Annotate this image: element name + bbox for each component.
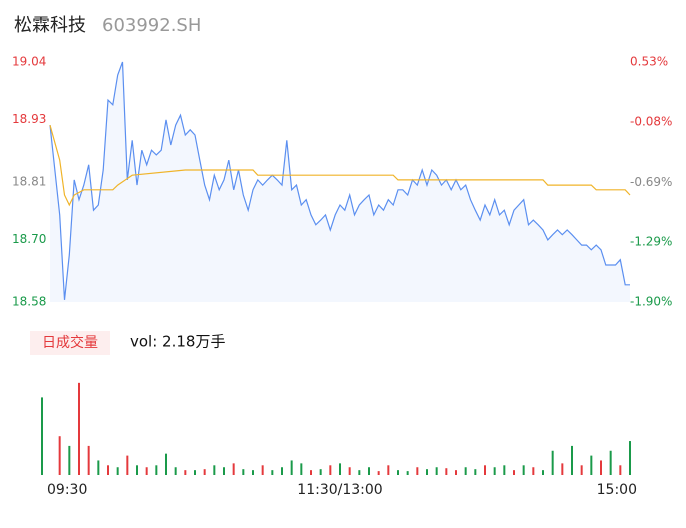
volume-bar bbox=[213, 465, 216, 475]
y2-tick-label: -0.69% bbox=[630, 175, 672, 189]
average-line bbox=[49, 124, 631, 207]
volume-bar bbox=[416, 467, 419, 475]
volume-bar bbox=[397, 470, 399, 475]
x-tick-label: 11:30/13:00 bbox=[297, 482, 382, 498]
volume-bar bbox=[513, 470, 515, 475]
volume-bar bbox=[551, 450, 554, 475]
volume-bar bbox=[609, 450, 612, 475]
volume-bar bbox=[493, 467, 496, 475]
x-tick-label: 09:30 bbox=[47, 482, 87, 498]
volume-bar bbox=[406, 471, 409, 475]
volume-bar bbox=[87, 445, 90, 475]
volume-bar bbox=[503, 465, 506, 475]
stock-name: 松霖科技 bbox=[14, 15, 86, 36]
y2-tick-label: -0.08% bbox=[630, 115, 672, 129]
volume-bar bbox=[58, 436, 61, 475]
y2-tick-label: 0.53% bbox=[630, 55, 668, 69]
volume-bar bbox=[329, 465, 332, 475]
volume-bar bbox=[155, 465, 158, 475]
volume-bar bbox=[629, 441, 631, 475]
volume-bar bbox=[522, 465, 525, 475]
volume-bar bbox=[107, 465, 109, 475]
volume-bar bbox=[242, 469, 245, 475]
volume-bar bbox=[377, 471, 380, 475]
y-tick-label: 18.81 bbox=[12, 175, 46, 189]
volume-bar bbox=[571, 445, 573, 475]
volume-bar bbox=[600, 460, 602, 475]
volume-bar bbox=[78, 382, 80, 475]
volume-bar bbox=[41, 397, 43, 475]
volume-bar bbox=[310, 470, 312, 475]
volume-bar bbox=[232, 463, 235, 475]
volume-bar bbox=[358, 470, 361, 475]
x-tick-label: 15:00 bbox=[597, 482, 637, 498]
volume-bar bbox=[271, 470, 274, 475]
volume-bar bbox=[184, 470, 187, 475]
volume-bar bbox=[445, 468, 448, 475]
volume-bar bbox=[252, 470, 254, 475]
volume-bar bbox=[474, 469, 477, 475]
volume-bar bbox=[455, 470, 457, 475]
volume-bar bbox=[368, 467, 370, 475]
volume-bar bbox=[590, 455, 593, 475]
volume-bar bbox=[561, 463, 564, 475]
y2-tick-label: -1.29% bbox=[630, 234, 672, 248]
volume-bar bbox=[348, 467, 351, 475]
volume-bar bbox=[532, 467, 535, 475]
price-area bbox=[50, 62, 630, 302]
volume-bar bbox=[339, 463, 341, 475]
volume-summary: vol: 2.18万手 bbox=[130, 333, 225, 351]
volume-bar bbox=[194, 470, 196, 475]
y-tick-label: 18.58 bbox=[12, 295, 46, 309]
volume-bar bbox=[319, 469, 322, 475]
volume-bar bbox=[484, 465, 486, 475]
volume-bar bbox=[542, 470, 544, 475]
y-tick-label: 18.93 bbox=[12, 112, 46, 126]
price-line bbox=[49, 61, 630, 300]
volume-bar bbox=[435, 467, 438, 475]
volume-bar bbox=[165, 453, 167, 475]
volume-bar bbox=[387, 465, 390, 475]
volume-bar bbox=[619, 465, 622, 475]
y-tick-label: 18.70 bbox=[12, 232, 46, 246]
volume-bar bbox=[68, 445, 71, 475]
volume-bar bbox=[97, 460, 100, 475]
volume-bar bbox=[464, 467, 467, 475]
volume-bar bbox=[290, 460, 293, 475]
volume-bar bbox=[116, 467, 119, 475]
y-tick-label: 19.04 bbox=[12, 55, 46, 69]
volume-bar bbox=[300, 463, 303, 475]
volume-bar bbox=[174, 467, 177, 475]
volume-bar bbox=[281, 467, 283, 475]
volume-bar bbox=[426, 469, 428, 475]
volume-bar bbox=[203, 469, 206, 475]
volume-label: 日成交量 bbox=[42, 334, 98, 351]
volume-bar bbox=[580, 465, 583, 475]
volume-bar bbox=[145, 467, 148, 475]
volume-bar bbox=[136, 465, 138, 475]
stock-code: 603992.SH bbox=[102, 15, 201, 36]
volume-bar bbox=[126, 455, 129, 475]
volume-label-bg bbox=[30, 331, 110, 355]
volume-bar bbox=[223, 467, 225, 475]
y2-tick-label: -1.90% bbox=[630, 295, 672, 309]
volume-bar bbox=[261, 465, 264, 475]
